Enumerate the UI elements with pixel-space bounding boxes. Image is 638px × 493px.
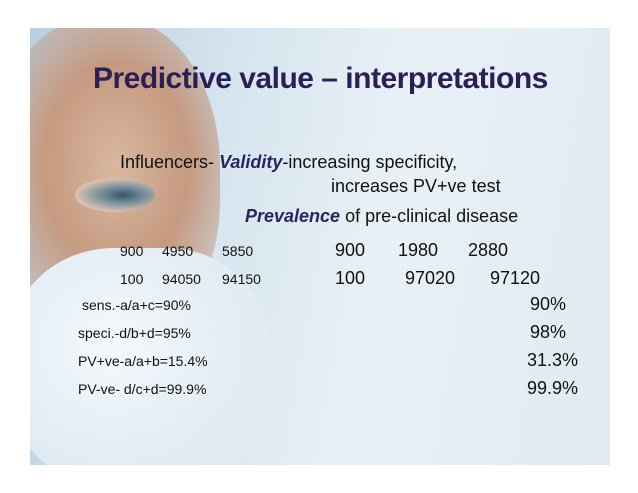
background-mask: [30, 248, 270, 465]
slide: [30, 28, 610, 465]
result-label: PV-ve- d/c+d=99.9%: [78, 381, 207, 397]
prevalence-line: Prevalence of pre-clinical disease: [245, 206, 518, 227]
validity-text-2: increases PV+ve test: [331, 176, 501, 196]
result-value: 99.9%: [527, 378, 579, 398]
influencers-label: Influencers-: [120, 152, 215, 172]
table-cell: 100: [335, 268, 366, 288]
background-eye: [75, 178, 155, 212]
table-cell: 4950: [162, 243, 194, 259]
influencers-line: Influencers- Validity-increasing specifi…: [120, 152, 457, 173]
prevalence: Prevalence: [245, 206, 341, 226]
table-cell: 900: [120, 243, 144, 259]
prevalence-text: of pre-clinical disease: [345, 206, 519, 226]
slide-title: Predictive value – interpretations: [93, 62, 548, 95]
table-cell: 94050: [162, 271, 201, 287]
result-value: 98%: [530, 322, 567, 342]
table-cell: 97120: [490, 268, 541, 288]
result-label: PV+ve-a/a+b=15.4%: [78, 353, 208, 369]
table-cell: 5850: [222, 243, 254, 259]
table-cell: 2880: [468, 240, 509, 260]
result-value: 31.3%: [527, 350, 579, 370]
table-cell: 100: [120, 271, 144, 287]
table-cell: 900: [335, 240, 366, 260]
validity: Validity: [219, 152, 283, 172]
table-cell: 1980: [398, 240, 439, 260]
result-value: 90%: [530, 294, 567, 314]
result-label: sens.-a/a+c=90%: [82, 297, 191, 313]
table-cell: 94150: [222, 271, 261, 287]
result-label: speci.-d/b+d=95%: [78, 325, 191, 341]
table-cell: 97020: [405, 268, 456, 288]
validity-text: -increasing specificity,: [282, 152, 458, 172]
